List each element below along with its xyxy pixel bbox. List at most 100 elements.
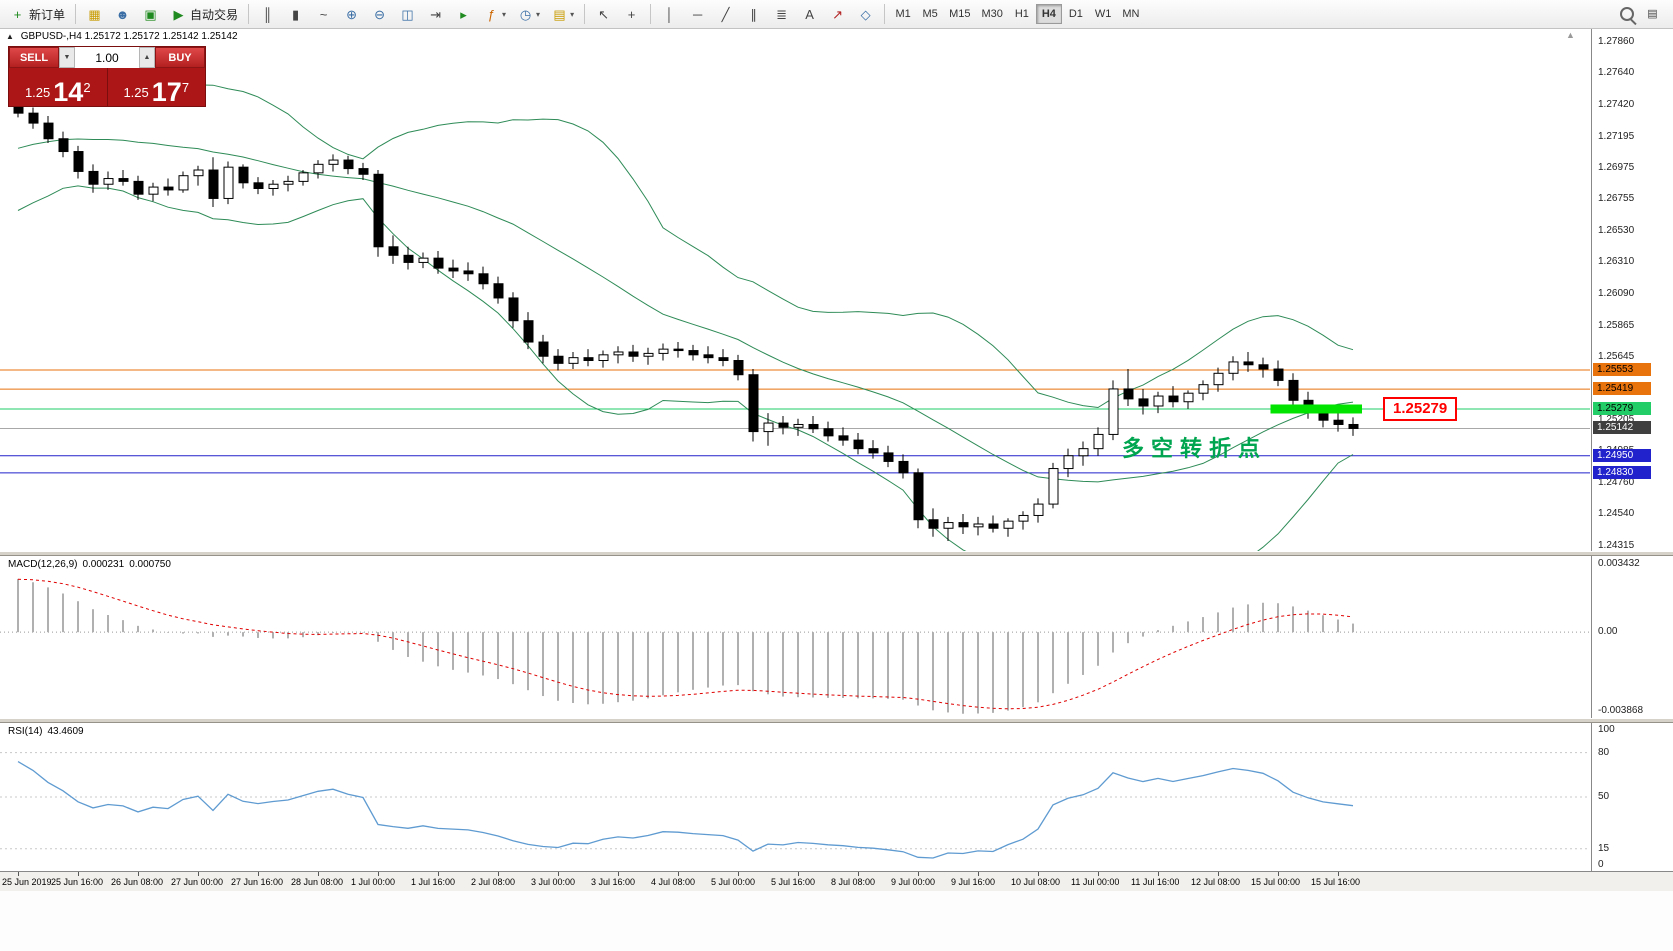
- macd-panel[interactable]: [0, 556, 1590, 718]
- price-tick-label: 1.25645: [1598, 351, 1635, 362]
- arrow-tool-button[interactable]: ↗: [824, 3, 851, 25]
- rsi-panel[interactable]: [0, 723, 1590, 871]
- chart-title: ▲ GBPUSD-,H4 1.25172 1.25172 1.25142 1.2…: [6, 31, 238, 42]
- crosshair-icon: +: [627, 6, 636, 22]
- time-axis-label: 5 Jul 16:00: [771, 877, 816, 887]
- new-chart-icon: ▦: [88, 6, 101, 22]
- buy-button[interactable]: BUY: [155, 47, 205, 68]
- line-chart-button[interactable]: ~: [310, 3, 337, 25]
- shapes-tool-button[interactable]: ◇: [852, 3, 879, 25]
- buy-price-pipette: 7: [181, 80, 190, 95]
- price-tick-label: 1.27640: [1598, 67, 1635, 78]
- horizontal-line-icon: ─: [692, 6, 703, 22]
- search-icon[interactable]: [1620, 7, 1634, 21]
- timeframe-m1[interactable]: M1: [890, 4, 916, 24]
- tile-windows-icon: ◫: [401, 6, 414, 22]
- price-panel[interactable]: [0, 28, 1590, 551]
- sell-button[interactable]: SELL: [9, 47, 59, 68]
- price-tick-label: 1.26530: [1598, 225, 1635, 236]
- highlight-bar[interactable]: [1270, 404, 1363, 414]
- auto-scroll-button[interactable]: ▸: [450, 3, 477, 25]
- price-tick-label: 1.26090: [1598, 288, 1635, 299]
- price-callout-box[interactable]: 1.25279: [1383, 397, 1458, 421]
- zoom-in-button[interactable]: ⊕: [338, 3, 365, 25]
- timeframe-m15[interactable]: M15: [944, 4, 975, 24]
- vertical-line-button[interactable]: │: [656, 3, 683, 25]
- timeframe-h1[interactable]: H1: [1009, 4, 1035, 24]
- fibonacci-button[interactable]: ≣: [768, 3, 795, 25]
- timeframe-h4[interactable]: H4: [1035, 4, 1062, 24]
- channel-button[interactable]: ∥: [740, 3, 767, 25]
- lot-increase-button[interactable]: ▲: [139, 47, 155, 68]
- buy-price-button[interactable]: 1.25 17 7: [106, 68, 205, 106]
- price-tick-label: 1.26755: [1598, 193, 1635, 204]
- panel-splitter[interactable]: [0, 718, 1673, 723]
- cursor-icon: ↖: [598, 6, 610, 22]
- new-order-button[interactable]: + 新订单: [4, 3, 70, 25]
- text-tool-button[interactable]: A: [796, 3, 823, 25]
- chart-ohlc-label: 1.25172 1.25172 1.25142 1.25142: [84, 31, 238, 42]
- new-chart-button[interactable]: ▦: [81, 3, 108, 25]
- collapse-panel-icon[interactable]: ▲: [6, 32, 14, 41]
- panel-toggle-icon[interactable]: ▤: [1647, 7, 1658, 20]
- chart-shift-button[interactable]: ⇥: [422, 3, 449, 25]
- price-tick-label: 1.24540: [1598, 508, 1635, 519]
- sell-price-button[interactable]: 1.25 14 2: [9, 68, 107, 106]
- time-axis-tick: [1338, 872, 1339, 876]
- chinese-note-label[interactable]: 多空转折点: [1122, 436, 1268, 461]
- buy-price-bigfigure: 1.25: [123, 85, 149, 100]
- time-axis-label: 25 Jun 16:00: [51, 877, 104, 887]
- price-scale[interactable]: 1.27860 1.27640 1.27420 1.27195 1.26975 1.267…: [1591, 28, 1673, 871]
- indicators-button[interactable]: ƒ ▾: [478, 3, 511, 25]
- time-axis-label: 3 Jul 16:00: [591, 877, 636, 887]
- cursor-button[interactable]: ↖: [590, 3, 617, 25]
- timeframe-w1[interactable]: W1: [1090, 4, 1117, 24]
- time-axis-label: 5 Jul 00:00: [711, 877, 756, 887]
- candles-layer: [13, 100, 1359, 542]
- timeframe-mn[interactable]: MN: [1117, 4, 1144, 24]
- time-axis-label: 1 Jul 16:00: [411, 877, 456, 887]
- terminal-button[interactable]: ▣: [137, 3, 164, 25]
- horizontal-line-button[interactable]: ─: [684, 3, 711, 25]
- candlestick-chart-button[interactable]: ▮: [282, 3, 309, 25]
- toolbar: + 新订单 ▦ ☻ ▣ ▶ 自动交易 ║ ▮ ~ ⊕ ⊖ ◫ ⇥ ▸ ƒ ▾ ◷…: [0, 0, 1673, 29]
- price-tick-label: 1.24760: [1598, 477, 1635, 488]
- price-scale-scroll-icon[interactable]: ▲: [1566, 30, 1575, 40]
- time-axis-tick: [558, 872, 559, 876]
- trendline-button[interactable]: ╱: [712, 3, 739, 25]
- timeframe-d1[interactable]: D1: [1063, 4, 1089, 24]
- time-axis-tick: [618, 872, 619, 876]
- bottom-margin: [0, 891, 1673, 951]
- lot-decrease-button[interactable]: ▼: [59, 47, 75, 68]
- lot-size-input[interactable]: [75, 47, 139, 68]
- toolbar-separator: [884, 4, 886, 24]
- time-axis-label: 2 Jul 08:00: [471, 877, 516, 887]
- crosshair-button[interactable]: +: [618, 3, 645, 25]
- tile-windows-button[interactable]: ◫: [394, 3, 421, 25]
- timeframe-m30[interactable]: M30: [976, 4, 1007, 24]
- current-price-badge: 1.25142: [1593, 421, 1651, 434]
- price-level-badge: 1.25553: [1593, 363, 1651, 376]
- periods-button[interactable]: ◷ ▾: [512, 3, 545, 25]
- bar-chart-button[interactable]: ║: [254, 3, 281, 25]
- zoom-out-button[interactable]: ⊖: [366, 3, 393, 25]
- panel-splitter[interactable]: [0, 551, 1673, 556]
- timeframe-m5[interactable]: M5: [917, 4, 943, 24]
- time-axis[interactable]: 25 Jun 2019 25 Jun 16:00 26 Jun 08:00 27 Ju…: [0, 871, 1673, 891]
- autotrading-button[interactable]: ▶ 自动交易: [165, 3, 243, 25]
- macd-name: MACD(12,26,9): [8, 559, 78, 570]
- time-axis-label: 9 Jul 16:00: [951, 877, 996, 887]
- rsi-scale-label: 0: [1598, 859, 1604, 870]
- price-tick-label: 1.26975: [1598, 162, 1635, 173]
- templates-button[interactable]: ▤ ▾: [546, 3, 579, 25]
- macd-scale-label: 0.00: [1598, 626, 1618, 637]
- time-axis-tick: [378, 872, 379, 876]
- bollinger-lower-band: [17, 185, 1354, 551]
- profiles-button[interactable]: ☻: [109, 3, 136, 25]
- chevron-down-icon: ▾: [502, 9, 507, 19]
- trendline-icon: ╱: [721, 6, 730, 22]
- macd-label: MACD(12,26,9) 0.000231 0.000750: [8, 559, 176, 570]
- sell-price-pipette: 2: [83, 80, 91, 95]
